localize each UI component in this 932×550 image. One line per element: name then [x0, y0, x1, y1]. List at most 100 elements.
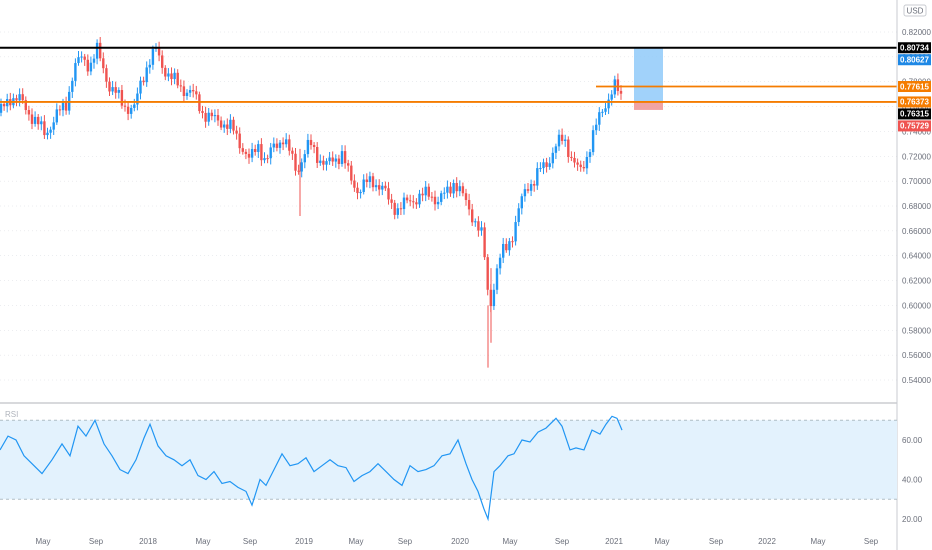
candle: [250, 142, 254, 163]
price-tick-label: 0.82000: [902, 28, 931, 37]
candle: [334, 154, 337, 168]
rsi-axis[interactable]: 60.00 40.00 20.00: [902, 436, 923, 524]
candle-body: [427, 186, 430, 197]
candle: [517, 203, 520, 227]
candle-body: [266, 158, 269, 160]
candle-body: [30, 114, 34, 124]
time-axis[interactable]: May Sep 2018 May Sep 2019 May Sep 2020 May Sep 2021…: [35, 537, 878, 546]
candle: [257, 140, 260, 158]
candle: [83, 53, 86, 66]
candle-body: [418, 193, 421, 205]
candle-body: [33, 116, 37, 124]
candle-body: [353, 180, 356, 188]
candle-body: [433, 196, 437, 205]
candle-body: [133, 104, 136, 108]
candle-body: [384, 185, 387, 189]
candle: [492, 283, 496, 310]
candle-body: [55, 109, 58, 123]
candle-body: [272, 143, 275, 148]
candle-body: [188, 90, 192, 93]
candle: [511, 236, 514, 248]
candle-body: [340, 151, 344, 164]
candle-body: [229, 119, 232, 129]
price-tick-label: 0.68000: [902, 202, 931, 211]
candle: [232, 116, 235, 135]
candle-body: [83, 56, 86, 60]
candle-body: [378, 185, 381, 190]
price-tick-label: 0.60000: [902, 301, 931, 310]
candle: [151, 45, 155, 70]
candle: [319, 154, 322, 166]
candle: [235, 125, 238, 140]
candle-body: [545, 162, 548, 167]
candle-body: [260, 144, 263, 161]
price-tick-label: 0.62000: [902, 277, 931, 286]
candle: [309, 134, 313, 150]
candle-body: [130, 107, 133, 114]
candle: [254, 144, 257, 156]
candle: [452, 179, 455, 199]
candle: [616, 73, 620, 96]
price-tag-target: 0.80627: [898, 54, 931, 66]
position-zones[interactable]: [634, 47, 663, 110]
time-tick-label: May: [810, 537, 825, 546]
candle: [71, 77, 74, 98]
price-tick-label: 0.54000: [902, 376, 931, 385]
candle: [371, 172, 375, 192]
candle-body: [464, 193, 468, 200]
candle: [182, 80, 186, 103]
price-tag-resistance: 0.80734: [898, 42, 931, 54]
candle: [207, 107, 210, 126]
candle-body: [564, 139, 567, 141]
price-tick-label: 0.56000: [902, 351, 931, 360]
candle: [588, 148, 592, 163]
price-pane[interactable]: [0, 31, 897, 381]
candle-body: [573, 157, 576, 163]
candle-body: [449, 186, 452, 194]
candle: [529, 179, 533, 197]
stop-loss-zone[interactable]: [634, 101, 663, 110]
candle-body: [244, 151, 248, 154]
candle: [356, 182, 359, 200]
candle: [102, 52, 105, 74]
candle: [359, 189, 362, 199]
candle: [567, 136, 570, 163]
candle: [188, 85, 192, 98]
candle-body: [213, 115, 217, 117]
candle: [294, 148, 297, 176]
candle-body: [430, 196, 434, 198]
candle: [523, 183, 527, 202]
candle-body: [585, 156, 589, 169]
time-tick-label: Sep: [555, 537, 570, 546]
candle: [64, 96, 68, 115]
candle-body: [254, 149, 257, 152]
candle-body: [247, 153, 251, 158]
candle-body: [393, 202, 396, 215]
candle-body: [334, 158, 337, 162]
candle: [526, 183, 530, 194]
candle: [539, 162, 542, 172]
candle-body: [520, 196, 523, 209]
candle-body: [204, 112, 207, 122]
time-tick-label: May: [35, 537, 50, 546]
candle-body: [61, 102, 65, 111]
candle-body: [46, 132, 49, 136]
candle: [449, 182, 452, 197]
candle: [297, 164, 300, 175]
profit-target-zone[interactable]: [634, 47, 663, 102]
candle: [610, 90, 613, 106]
candle-body: [77, 57, 80, 64]
candle-body: [582, 167, 585, 169]
price-tick-label: 0.64000: [902, 252, 931, 261]
rsi-tick-label: 20.00: [902, 515, 923, 524]
candle-body: [111, 87, 114, 92]
candle-body: [120, 90, 124, 106]
candle-body: [86, 59, 89, 72]
time-tick-label: 2019: [295, 537, 313, 546]
rsi-pane[interactable]: RSI 60.00 40.00 20.00: [0, 410, 923, 524]
currency-badge[interactable]: USD: [903, 4, 927, 17]
horizontal-lines[interactable]: [0, 46, 897, 103]
candle: [229, 114, 232, 134]
time-tick-label: Sep: [243, 537, 258, 546]
